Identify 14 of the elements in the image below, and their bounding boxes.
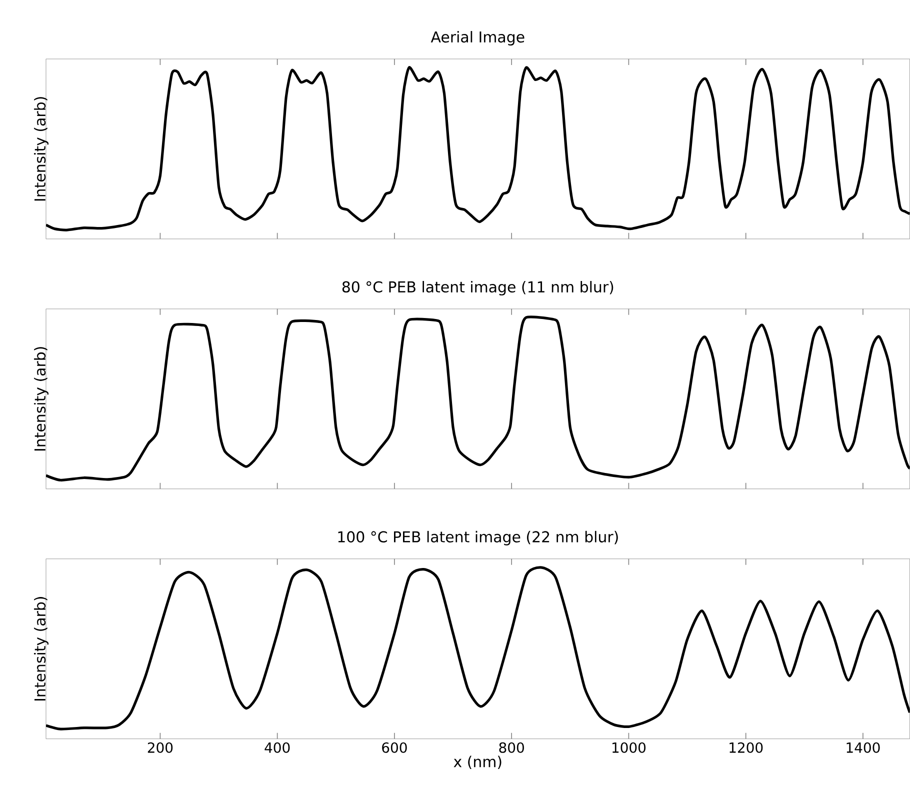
x-tick-label: 800 — [499, 742, 524, 753]
x-tick-label: 1400 — [846, 742, 880, 753]
y-axis-title: Intensity (arb) — [34, 347, 48, 451]
x-axis-title: x (nm) — [454, 756, 502, 770]
x-tick-label: 1000 — [612, 742, 646, 753]
x-tick-label: 1200 — [730, 742, 763, 753]
chart-title: 100 °C PEB latent image (22 nm blur) — [338, 531, 618, 546]
y-axis-title: Intensity (arb) — [34, 97, 48, 201]
y-axis-title: Intensity (arb) — [34, 597, 48, 701]
x-tick-label: 200 — [148, 742, 173, 753]
x-tick-label: 600 — [382, 742, 407, 753]
x-tick-label: 400 — [264, 742, 290, 753]
chart-title: 80 °C PEB latent image (11 nm blur) — [342, 281, 614, 296]
chart-title: Aerial Image — [430, 31, 524, 46]
